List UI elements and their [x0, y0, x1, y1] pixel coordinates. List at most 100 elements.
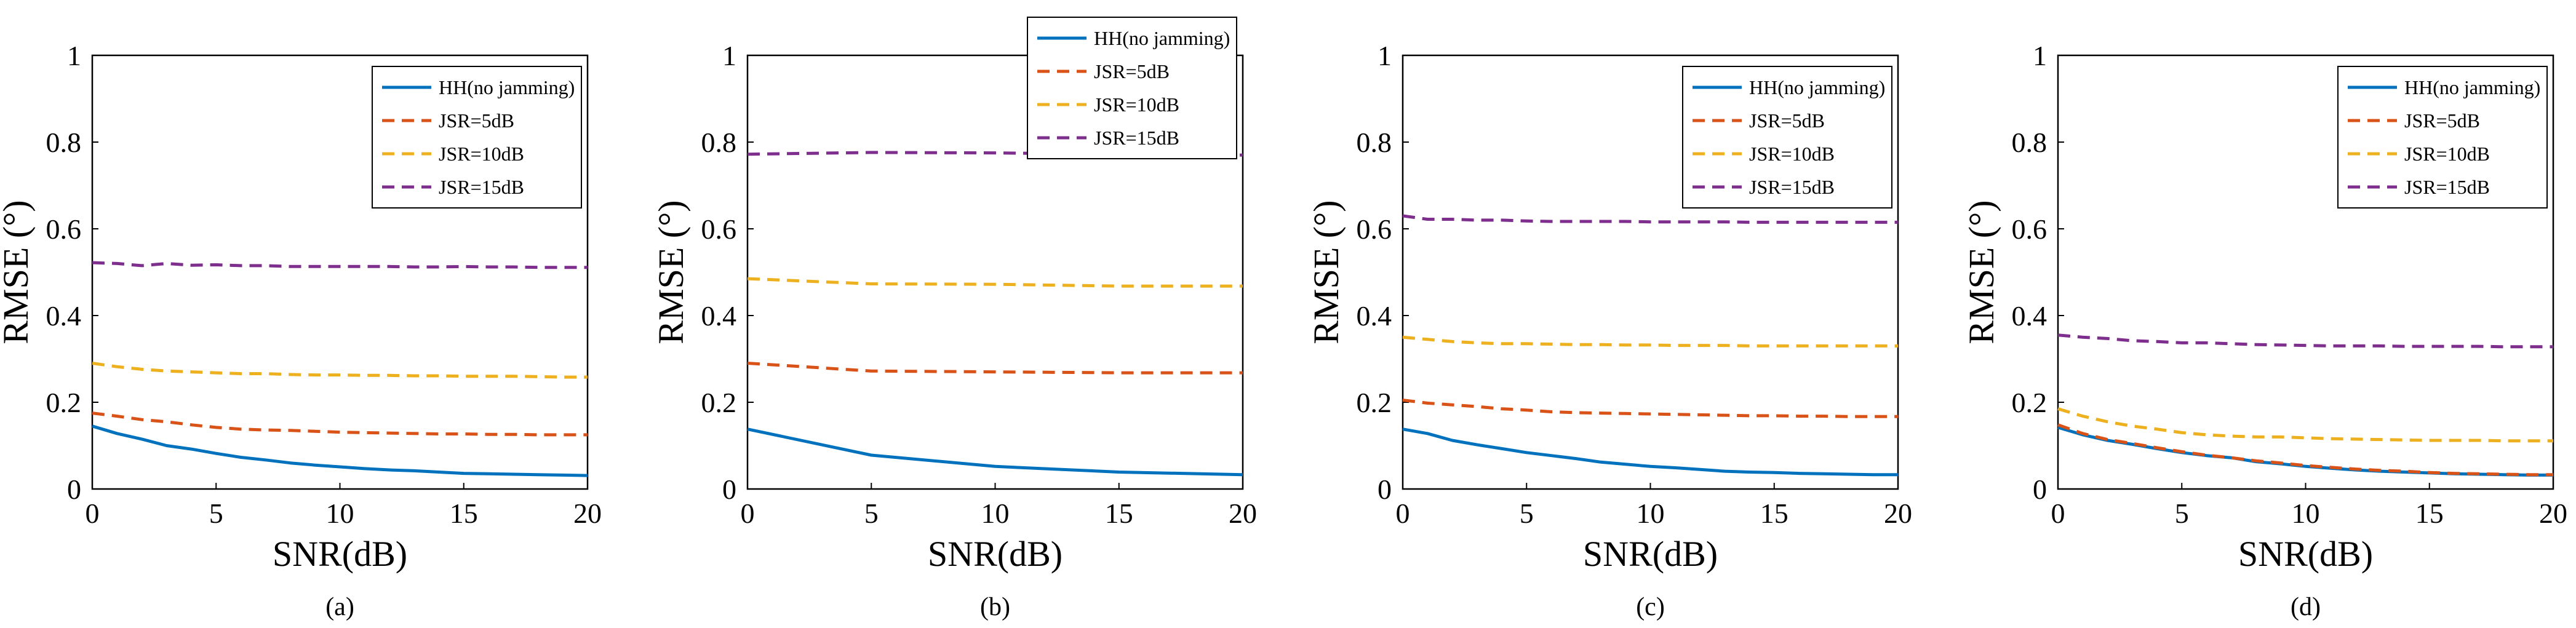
- legend-entry: JSR=10dB: [439, 143, 524, 165]
- y-tick-label: 0.8: [46, 127, 82, 158]
- y-axis-label: RMSE (°): [651, 200, 691, 344]
- x-tick-label: 10: [2292, 498, 2320, 529]
- legend-entry: JSR=5dB: [2404, 109, 2480, 132]
- panel-label: (c): [1636, 593, 1665, 621]
- y-tick-label: 0.8: [1357, 127, 1392, 158]
- legend-entry: JSR=5dB: [1749, 109, 1825, 132]
- y-tick-label: 1: [67, 40, 81, 71]
- y-tick-label: 0.4: [2012, 300, 2048, 332]
- series-line-2: [92, 362, 588, 379]
- legend-entry: JSR=15dB: [2404, 176, 2490, 198]
- y-axis-label: RMSE (°): [0, 200, 36, 344]
- x-tick-label: 15: [1105, 498, 1133, 529]
- x-axis-label: SNR(dB): [273, 534, 407, 574]
- legend-box: [1682, 66, 1892, 209]
- legend-entry: JSR=15dB: [439, 176, 524, 198]
- legend-entry: JSR=10dB: [1094, 93, 1179, 116]
- y-tick-label: 0.4: [701, 300, 737, 332]
- chart-panel: 0 5 10 15 20 0 0.2 0.4 0.6 0.8 1 SNR(dB) RMSE (°) HH(…: [651, 17, 1257, 621]
- series-line-1: [92, 411, 588, 437]
- x-tick-label: 20: [573, 498, 602, 529]
- series-line-1: [2057, 423, 2553, 477]
- x-tick-label: 15: [1760, 498, 1788, 529]
- x-tick-label: 0: [741, 498, 755, 529]
- legend: HH(no jamming) JSR=5dB JSR=10dB JSR=15dB: [372, 66, 582, 209]
- series-line-1: [1402, 399, 1898, 418]
- y-axis-label: RMSE (°): [1306, 200, 1346, 344]
- chart-panel: 0 5 10 15 20 0 0.2 0.4 0.6 0.8 1 SNR(dB) RMSE (°) HH(…: [1961, 40, 2567, 621]
- series-line-3: [2057, 333, 2553, 349]
- x-tick-label: 5: [1520, 498, 1534, 529]
- legend-entry: HH(no jamming): [2404, 76, 2540, 98]
- panel-label: (a): [325, 593, 354, 621]
- series-line-3: [1402, 214, 1898, 224]
- x-tick-label: 20: [1884, 498, 1912, 529]
- legend-entry: JSR=10dB: [1749, 143, 1835, 165]
- legend-entry: JSR=5dB: [439, 109, 514, 132]
- y-tick-label: 0.6: [1357, 213, 1392, 245]
- legend-box: [372, 66, 582, 209]
- panel-label: (d): [2291, 593, 2321, 621]
- series-line-3: [92, 261, 588, 269]
- y-tick-label: 0.6: [2012, 213, 2048, 245]
- legend-entry: HH(no jamming): [1749, 76, 1885, 98]
- legend-entry: JSR=10dB: [2404, 143, 2490, 165]
- x-tick-label: 10: [1637, 498, 1665, 529]
- panel-label: (b): [980, 593, 1010, 621]
- x-tick-label: 0: [2051, 498, 2065, 529]
- x-axis-label: SNR(dB): [1583, 534, 1718, 574]
- legend: HH(no jamming) JSR=5dB JSR=10dB JSR=15dB: [1027, 17, 1237, 159]
- x-tick-label: 15: [2415, 498, 2444, 529]
- x-tick-label: 5: [209, 498, 223, 529]
- y-tick-label: 0: [722, 474, 736, 505]
- series-line-2: [747, 277, 1243, 288]
- x-axis-label: SNR(dB): [928, 534, 1063, 574]
- series-line-2: [2057, 407, 2553, 443]
- legend-entry: JSR=15dB: [1094, 127, 1179, 149]
- x-axis-label: SNR(dB): [2238, 534, 2373, 574]
- x-tick-label: 10: [981, 498, 1010, 529]
- x-tick-label: 0: [1396, 498, 1410, 529]
- legend: HH(no jamming) JSR=5dB JSR=10dB JSR=15dB: [2337, 66, 2548, 209]
- chart-panel: 0 5 10 15 20 0 0.2 0.4 0.6 0.8 1 SNR(dB) RMSE (°) HH(…: [1306, 40, 1912, 621]
- series-line-0: [1402, 427, 1898, 477]
- y-tick-label: 0.2: [701, 387, 737, 418]
- y-tick-label: 0.8: [2012, 127, 2048, 158]
- y-tick-label: 0: [2033, 474, 2047, 505]
- x-tick-label: 15: [450, 498, 478, 529]
- y-tick-label: 1: [722, 40, 736, 71]
- y-tick-label: 0.6: [46, 213, 82, 245]
- y-tick-label: 1: [2033, 40, 2047, 71]
- legend-entry: HH(no jamming): [439, 76, 575, 98]
- legend-box: [2337, 66, 2548, 209]
- y-tick-label: 0.6: [701, 213, 737, 245]
- legend-entry: JSR=15dB: [1749, 176, 1835, 198]
- chart-panel: 0 5 10 15 20 0 0.2 0.4 0.6 0.8 1 SNR(dB) RMSE (°) HH(…: [0, 40, 602, 621]
- series-line-1: [747, 362, 1243, 375]
- x-tick-label: 10: [326, 498, 354, 529]
- x-tick-label: 0: [86, 498, 100, 529]
- legend: HH(no jamming) JSR=5dB JSR=10dB JSR=15dB: [1682, 66, 1892, 209]
- y-tick-label: 0.4: [1357, 300, 1392, 332]
- x-tick-label: 5: [2175, 498, 2189, 529]
- y-tick-label: 0.2: [46, 387, 82, 418]
- y-tick-label: 0.2: [2012, 387, 2048, 418]
- y-axis-label: RMSE (°): [1961, 200, 2001, 344]
- y-tick-label: 0.2: [1357, 387, 1392, 418]
- legend-entry: HH(no jamming): [1094, 27, 1230, 49]
- series-line-0: [92, 424, 588, 477]
- y-tick-label: 1: [1378, 40, 1392, 71]
- y-tick-label: 0.4: [46, 300, 82, 332]
- series-line-3: [747, 151, 1243, 157]
- y-tick-label: 0: [67, 474, 81, 505]
- legend-box: [1027, 17, 1237, 159]
- y-tick-label: 0: [1378, 474, 1392, 505]
- legend-entry: JSR=5dB: [1094, 60, 1170, 82]
- y-tick-label: 0.8: [701, 127, 737, 158]
- x-tick-label: 5: [864, 498, 879, 529]
- x-tick-label: 20: [2539, 498, 2567, 529]
- series-line-2: [1402, 335, 1898, 348]
- series-line-0: [747, 427, 1243, 477]
- x-tick-label: 20: [1229, 498, 1257, 529]
